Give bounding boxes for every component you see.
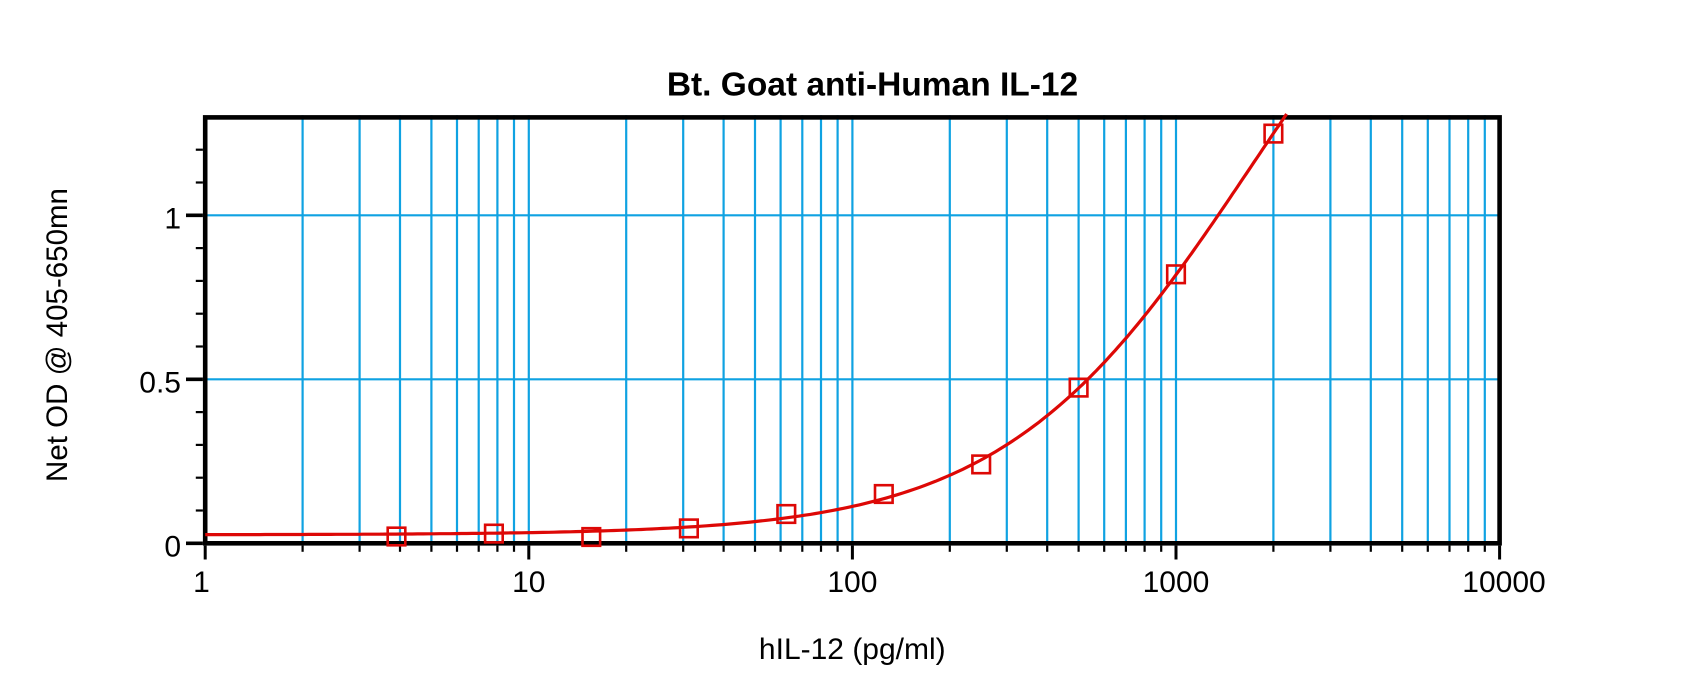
svg-text:Net OD @ 405-650mn: Net OD @ 405-650mn	[41, 188, 74, 482]
svg-text:1: 1	[193, 566, 210, 599]
svg-text:hIL-12 (pg/ml): hIL-12 (pg/ml)	[759, 633, 946, 666]
svg-text:10000: 10000	[1462, 566, 1545, 599]
svg-text:0: 0	[164, 530, 181, 563]
svg-text:10: 10	[512, 566, 545, 599]
svg-text:100: 100	[827, 566, 877, 599]
svg-text:1000: 1000	[1143, 566, 1210, 599]
svg-text:Bt. Goat anti-Human IL-12: Bt. Goat anti-Human IL-12	[667, 67, 1078, 104]
svg-text:1: 1	[164, 203, 181, 236]
svg-text:0.5: 0.5	[139, 367, 181, 400]
